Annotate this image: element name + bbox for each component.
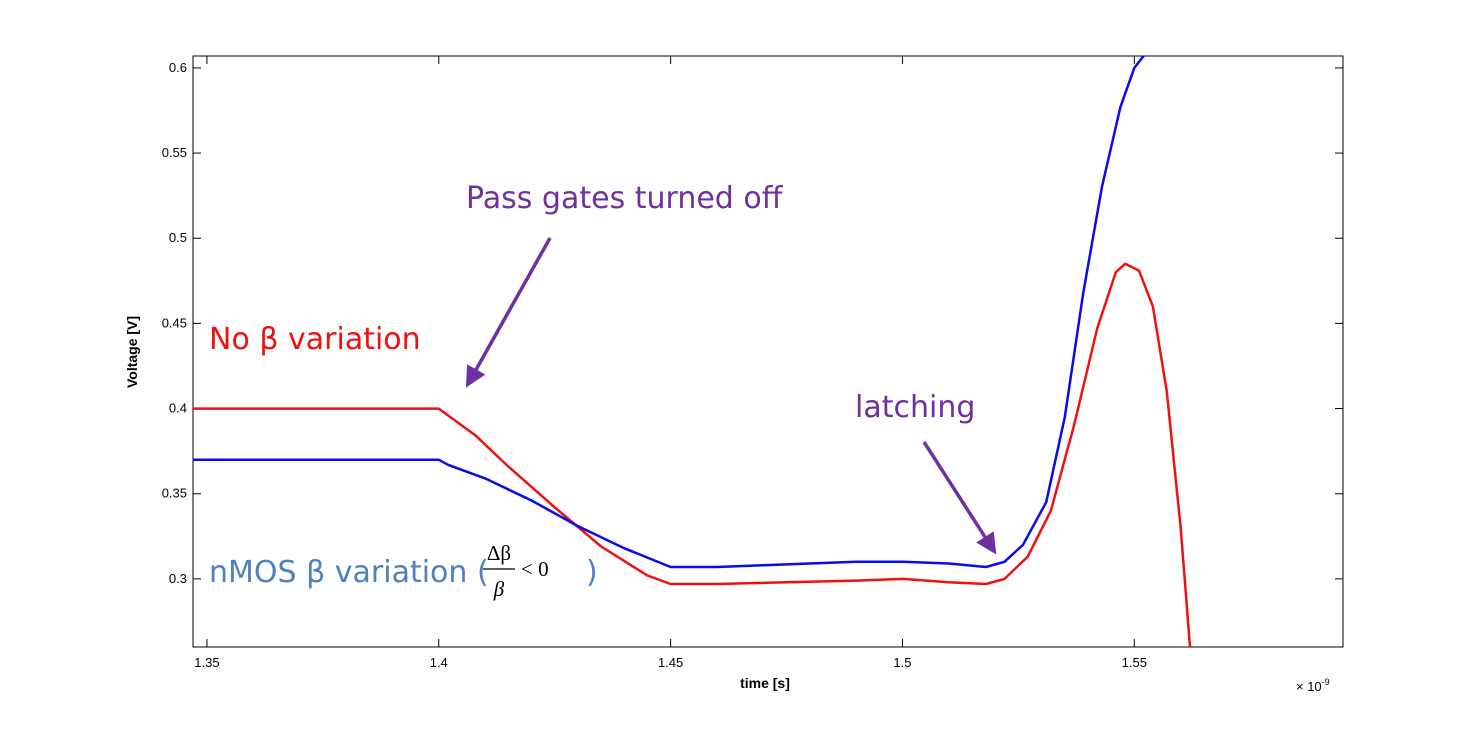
y-axis-label: Voltage [V] — [124, 316, 140, 388]
math-numerator: Δβ — [487, 541, 511, 565]
svg-text:nMOS β variation (: nMOS β variation ( — [209, 555, 489, 590]
x-tick-label: 1.55 — [1122, 655, 1147, 670]
x-tick-label: 1.4 — [430, 655, 448, 670]
x-tick-label: 1.5 — [893, 655, 911, 670]
x-axis-label: time [s] — [740, 675, 790, 691]
label-nmos-beta-variation: nMOS β variation ( Δβ β < 0 ) — [209, 541, 598, 601]
series-line-nmos-beta-variation — [193, 56, 1145, 569]
x-axis-exponent: × 10-9 — [1296, 677, 1330, 694]
math-relation: < 0 — [521, 557, 549, 581]
label-no-beta-variation: No β variation — [209, 322, 421, 357]
y-tick-label: 0.35 — [162, 486, 187, 501]
nmos-label-close-paren: ) — [586, 555, 598, 590]
y-tick-label: 0.45 — [162, 315, 187, 330]
series-line-no-beta-variation — [193, 262, 1192, 647]
annotation-latching: latching — [855, 390, 975, 425]
svg-text:× 10-9: × 10-9 — [1296, 677, 1330, 694]
x-exponent-power: -9 — [1322, 677, 1330, 687]
y-tick-label: 0.4 — [169, 401, 187, 416]
y-tick-label: 0.55 — [162, 145, 187, 160]
x-tick-label: 1.45 — [658, 655, 683, 670]
annotation-pass-gates-turned-off: Pass gates turned off — [466, 181, 784, 216]
arrow-pass-gates — [465, 237, 552, 388]
y-tick-label: 0.6 — [169, 60, 187, 75]
y-tick-label: 0.3 — [169, 571, 187, 586]
nmos-label-text: nMOS β variation ( — [209, 555, 489, 590]
arrow-latching — [922, 441, 997, 555]
y-tick-label: 0.5 — [169, 230, 187, 245]
math-denominator: β — [493, 577, 505, 601]
x-exponent-base: × 10 — [1296, 679, 1322, 694]
plot-area — [192, 55, 1344, 648]
x-tick-label: 1.35 — [194, 655, 219, 670]
x-axis-ticks: 1.35 1.4 1.45 1.5 1.55 — [194, 56, 1147, 670]
